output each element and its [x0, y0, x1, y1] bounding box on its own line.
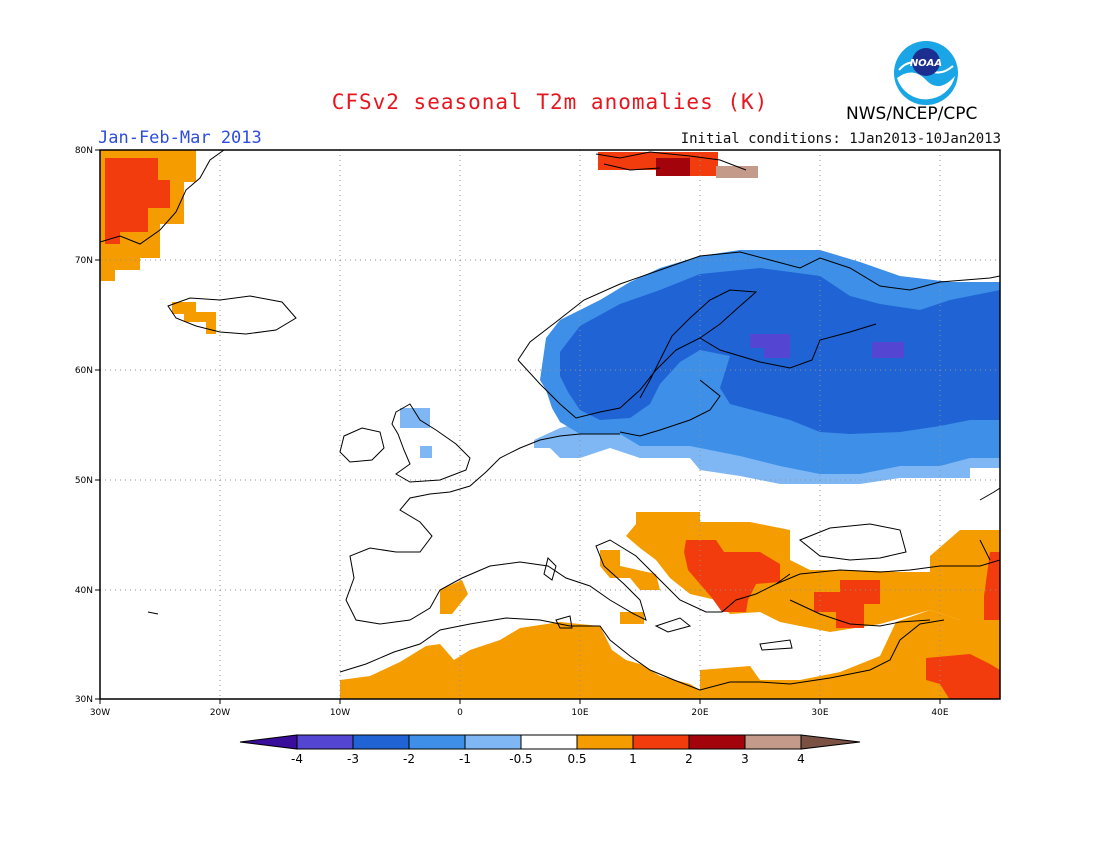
coast-greenland	[100, 150, 225, 245]
forecast-period: Jan-Feb-Mar 2013	[98, 128, 262, 148]
anomaly-italy-south	[620, 612, 644, 624]
colorbar-bin	[352, 734, 410, 750]
lat-label-70n: 70N	[75, 256, 93, 266]
colorbar-label: -1	[459, 752, 471, 766]
lon-label-0: 0	[457, 708, 463, 718]
colorbar-bin	[744, 734, 802, 750]
colorbar-label: 3	[741, 752, 749, 766]
anomaly-north-africa	[340, 622, 700, 699]
colorbar-bin	[464, 734, 522, 750]
anomaly-shading	[100, 150, 1000, 699]
colorbar-bin	[520, 734, 578, 750]
colorbar-label: -4	[291, 752, 303, 766]
coast-europe-mainland	[345, 433, 791, 625]
logo-text: NOAA	[910, 58, 942, 69]
grid-lines	[100, 150, 1000, 699]
lon-label-30w: 30W	[90, 708, 110, 718]
anomaly-uk-blue-2	[420, 446, 432, 458]
coastlines	[100, 150, 1000, 691]
lon-label-20w: 20W	[210, 708, 230, 718]
noaa-logo-icon: NOAA	[894, 41, 958, 105]
coast-caspian	[979, 487, 1000, 561]
anomaly-east-edge-core	[984, 552, 1000, 620]
anomaly-italy-warm	[600, 550, 660, 590]
coast-uk	[391, 403, 471, 483]
anomaly-uk-blue	[400, 408, 430, 428]
anomaly-egypt-warm	[700, 610, 1000, 699]
coast-islands	[147, 557, 793, 651]
colorbar-bin	[688, 734, 746, 750]
coast-iceland	[167, 295, 297, 335]
lon-label-10e: 10E	[571, 708, 588, 718]
anomaly-turkey-core	[814, 580, 880, 628]
coast-norway-sweden	[517, 251, 1000, 419]
anomaly-middle-east-core	[926, 654, 1000, 699]
lon-label-30e: 30E	[811, 708, 828, 718]
lat-label-80n: 80N	[75, 146, 93, 156]
lat-label-30n: 30N	[75, 695, 93, 705]
colorbar-cap-left	[239, 734, 298, 750]
colorbar-label: 0.5	[567, 752, 586, 766]
coast-black-sea	[799, 523, 907, 561]
anomaly-iceland	[172, 302, 216, 334]
colorbar-label: 1	[629, 752, 637, 766]
colorbar-bin	[576, 734, 634, 750]
tick-marks	[95, 149, 941, 704]
coast-turkey	[775, 559, 1000, 627]
anomaly-balkans-core	[684, 540, 780, 612]
colorbar-bin	[632, 734, 690, 750]
anomaly-balkans-turkey	[626, 512, 1000, 632]
colorbar-label: -3	[347, 752, 359, 766]
lon-label-40e: 40E	[931, 708, 948, 718]
lat-label-40n: 40N	[75, 586, 93, 596]
colorbar-label: 2	[685, 752, 693, 766]
lat-label-60n: 60N	[75, 366, 93, 376]
colorbar-bin	[408, 734, 466, 750]
colorbar-label: -2	[403, 752, 415, 766]
anomaly-svalbard-hot	[656, 158, 690, 176]
anomaly-spain-warm	[440, 580, 468, 614]
anomaly-russia-spot-2	[872, 342, 904, 358]
plot-frame	[99, 149, 1001, 700]
anomaly-svalbard-brown	[716, 166, 758, 178]
colorbar-cap-right	[800, 734, 861, 750]
colorbar	[239, 734, 861, 750]
anomaly-russia-spot-1	[750, 334, 790, 358]
coast-finland-baltic	[619, 323, 877, 437]
coast-north-africa	[339, 617, 945, 691]
lon-label-20e: 20E	[691, 708, 708, 718]
coast-ireland	[339, 427, 385, 463]
lat-label-50n: 50N	[75, 476, 93, 486]
anomaly-greenland-core	[105, 158, 170, 244]
agency-label: NWS/NCEP/CPC	[846, 104, 978, 124]
lon-label-10w: 10W	[330, 708, 350, 718]
coast-svalbard	[595, 151, 747, 171]
chart-title: CFSv2 seasonal T2m anomalies (K)	[331, 90, 769, 114]
colorbar-label: -0.5	[509, 752, 532, 766]
initial-conditions: Initial conditions: 1Jan2013-10Jan2013	[680, 131, 1001, 147]
colorbar-bin	[296, 734, 354, 750]
colorbar-label: 4	[797, 752, 805, 766]
